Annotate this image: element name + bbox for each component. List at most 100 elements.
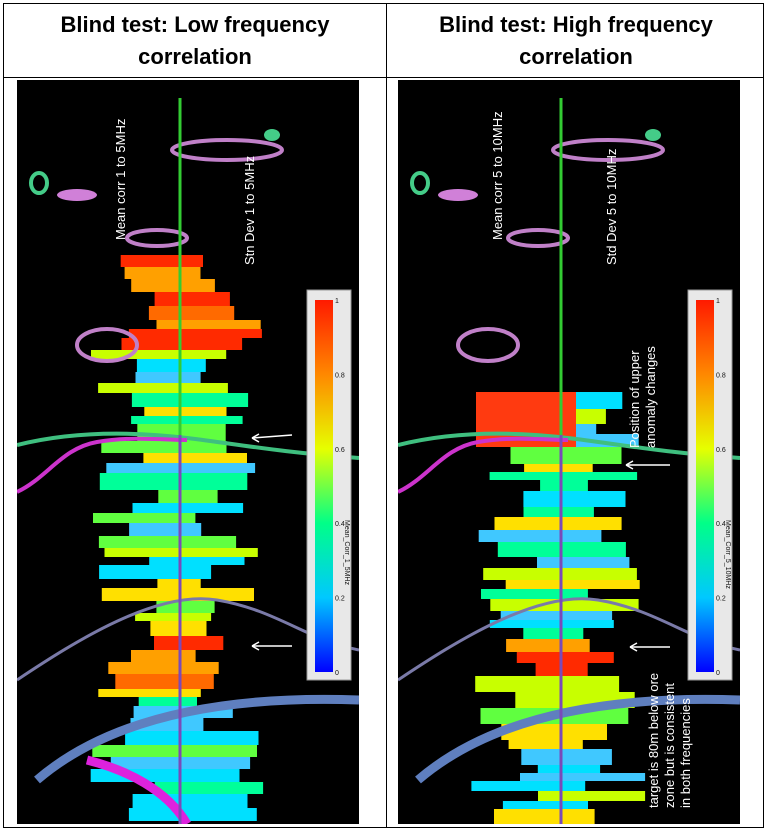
right-annotation-lower: target is 80m below ore zone but is cons… — [646, 669, 693, 808]
correlation-band — [135, 372, 201, 383]
left-colorbar-title: Mean_Corr_1_5MHz — [343, 520, 350, 585]
right-blob-green — [410, 171, 430, 195]
correlation-band — [143, 453, 247, 463]
colorbar-tick-label: 0 — [716, 670, 720, 677]
right-arrow-lower — [629, 642, 670, 652]
colorbar-tick-label: 0.8 — [716, 372, 726, 379]
correlation-band — [148, 306, 235, 320]
correlation-band — [108, 662, 219, 674]
correlation-band — [115, 674, 214, 689]
correlation-band — [538, 791, 646, 801]
correlation-band — [101, 588, 254, 601]
column-divider — [386, 4, 387, 827]
left-blob-green — [29, 171, 49, 195]
right-correlation-image: 1 0.8 0.6 0.4 0.2 0 Mean_Corr_5_10MHz Mean co… — [398, 80, 740, 824]
correlation-band — [505, 580, 640, 589]
left-ring-top — [170, 138, 284, 162]
correlation-band — [121, 338, 243, 350]
correlation-band — [128, 329, 262, 338]
correlation-band — [138, 697, 197, 706]
correlation-band — [136, 359, 206, 372]
colorbar-tick-label: 1 — [335, 298, 339, 305]
left-horizon-blue — [34, 694, 359, 784]
correlation-band — [537, 765, 601, 773]
correlation-band — [124, 267, 201, 279]
correlation-band — [158, 490, 218, 503]
left-std-label: Stn Dev 1 to 5MHz — [242, 156, 257, 265]
correlation-band — [128, 808, 257, 821]
colorbar-tick-label: 0.4 — [716, 521, 726, 528]
correlation-band — [98, 536, 237, 548]
correlation-band — [481, 589, 588, 599]
correlation-band — [524, 464, 593, 472]
left-blob-pink — [57, 189, 97, 201]
right-blob-pink — [438, 189, 478, 201]
correlation-band — [523, 507, 594, 517]
correlation-band — [132, 794, 248, 808]
right-correlation-bands — [471, 392, 646, 824]
left-colorbar: 1 0.8 0.6 0.4 0.2 0 Mean_Corr_1_5MHz — [306, 289, 352, 681]
correlation-band — [540, 480, 588, 491]
correlation-band — [132, 503, 244, 513]
colorbar-tick-label: 0.2 — [716, 596, 726, 603]
left-mean-label: Mean corr 1 to 5MHz — [113, 119, 128, 240]
correlation-band — [478, 530, 602, 542]
right-annotation-upper: Position of upper anomaly changes — [627, 346, 658, 448]
left-horizon-magenta — [17, 436, 188, 494]
right-colorbar: 1 0.8 0.6 0.4 0.2 0 Mean_Corr_5_10MHz — [687, 289, 733, 681]
left-correlation-bands — [90, 255, 264, 821]
correlation-band — [129, 523, 202, 536]
correlation-band — [489, 472, 638, 480]
left-ring-low — [75, 327, 139, 363]
correlation-band — [120, 255, 203, 267]
correlation-band — [154, 636, 224, 650]
correlation-band — [501, 724, 607, 740]
correlation-band — [92, 745, 257, 757]
right-horizon-magenta — [398, 436, 569, 494]
right-arrow-upper — [625, 460, 670, 470]
colorbar-tick-label: 0.2 — [335, 596, 345, 603]
correlation-band — [494, 517, 622, 530]
correlation-band — [521, 749, 612, 765]
colorbar-tick-label: 0.6 — [716, 447, 726, 454]
left-ring-mid — [125, 228, 189, 248]
correlation-band — [156, 320, 261, 329]
right-horizon-blue — [415, 694, 740, 784]
colorbar-tick-label: 0.8 — [335, 372, 345, 379]
correlation-band — [101, 441, 227, 453]
correlation-band — [125, 731, 259, 745]
correlation-band — [131, 650, 196, 662]
correlation-band — [91, 350, 227, 359]
correlation-band — [520, 773, 646, 781]
right-mean-label: Mean corr 5 to 10MHz — [490, 111, 505, 240]
correlation-band — [523, 628, 584, 639]
header-divider — [4, 77, 763, 78]
right-ring-low — [456, 327, 520, 363]
colorbar-tick-label: 0.6 — [335, 447, 345, 454]
left-arrow-upper — [251, 433, 293, 443]
left-blob-green-2 — [264, 129, 280, 141]
correlation-band — [154, 782, 264, 794]
correlation-band — [154, 292, 230, 306]
right-blob-green-2 — [645, 129, 661, 141]
correlation-band — [156, 601, 215, 613]
comparison-table: Blind test: Low frequency correlation Bl… — [3, 3, 764, 828]
correlation-band — [98, 383, 228, 393]
correlation-band — [471, 781, 586, 791]
correlation-band — [144, 407, 227, 416]
correlation-band — [131, 279, 215, 292]
correlation-band — [500, 611, 613, 620]
right-ring-top — [551, 138, 665, 162]
correlation-band — [150, 621, 207, 636]
right-colorbar-title: Mean_Corr_5_10MHz — [724, 520, 731, 589]
correlation-band — [93, 513, 196, 523]
correlation-band — [99, 565, 212, 579]
right-std-label: Std Dev 5 to 10MHz — [604, 149, 619, 265]
left-correlation-image: 1 0.8 0.6 0.4 0.2 0 Mean_Corr_1_5MHz Mean cor… — [17, 80, 359, 824]
correlation-band — [98, 689, 201, 697]
correlation-band — [523, 491, 626, 507]
correlation-band — [99, 473, 248, 490]
right-column-header: Blind test: High frequency correlation — [387, 4, 765, 77]
correlation-band — [510, 447, 622, 464]
left-arrow-lower — [251, 641, 292, 651]
